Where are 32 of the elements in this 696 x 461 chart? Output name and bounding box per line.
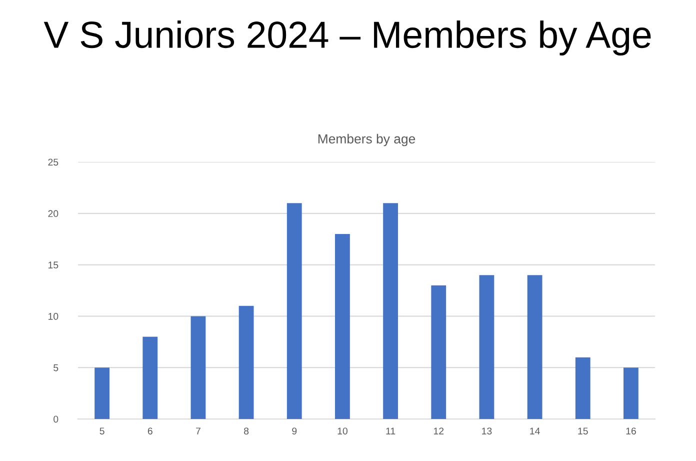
bar bbox=[479, 275, 494, 419]
x-tick-label: 5 bbox=[100, 428, 104, 434]
x-tick-label: 8 bbox=[244, 428, 249, 434]
bar bbox=[527, 275, 542, 419]
x-tick-label: 13 bbox=[482, 428, 492, 434]
bar bbox=[383, 203, 398, 419]
x-tick-label: 9 bbox=[292, 428, 297, 434]
bar bbox=[624, 368, 638, 419]
y-tick-label: 0 bbox=[54, 416, 58, 423]
x-tick-label: 16 bbox=[626, 428, 636, 434]
bar bbox=[286, 203, 302, 419]
y-tick-label: 15 bbox=[48, 262, 58, 268]
x-tick-label: 10 bbox=[338, 428, 348, 434]
bar bbox=[431, 285, 446, 419]
y-tick-label: 25 bbox=[48, 158, 58, 166]
bar bbox=[94, 368, 110, 419]
bar bbox=[238, 306, 254, 419]
x-tick-label: 15 bbox=[578, 428, 588, 434]
chart-subtitle: Members by age bbox=[318, 134, 416, 146]
chart-title: V S Juniors 2024 – Members by Age bbox=[44, 20, 651, 56]
x-tick-label: 6 bbox=[148, 428, 152, 434]
y-tick-label: 5 bbox=[54, 364, 58, 372]
bar bbox=[190, 316, 206, 419]
y-tick-label: 10 bbox=[48, 312, 58, 320]
bar bbox=[335, 234, 350, 419]
x-tick-label: 14 bbox=[530, 428, 540, 434]
x-tick-label: 7 bbox=[196, 428, 200, 434]
bar bbox=[575, 357, 590, 419]
bar bbox=[142, 336, 158, 419]
x-tick-label: 11 bbox=[386, 428, 396, 434]
x-tick-label: 12 bbox=[434, 428, 444, 434]
y-tick-label: 20 bbox=[48, 210, 58, 218]
